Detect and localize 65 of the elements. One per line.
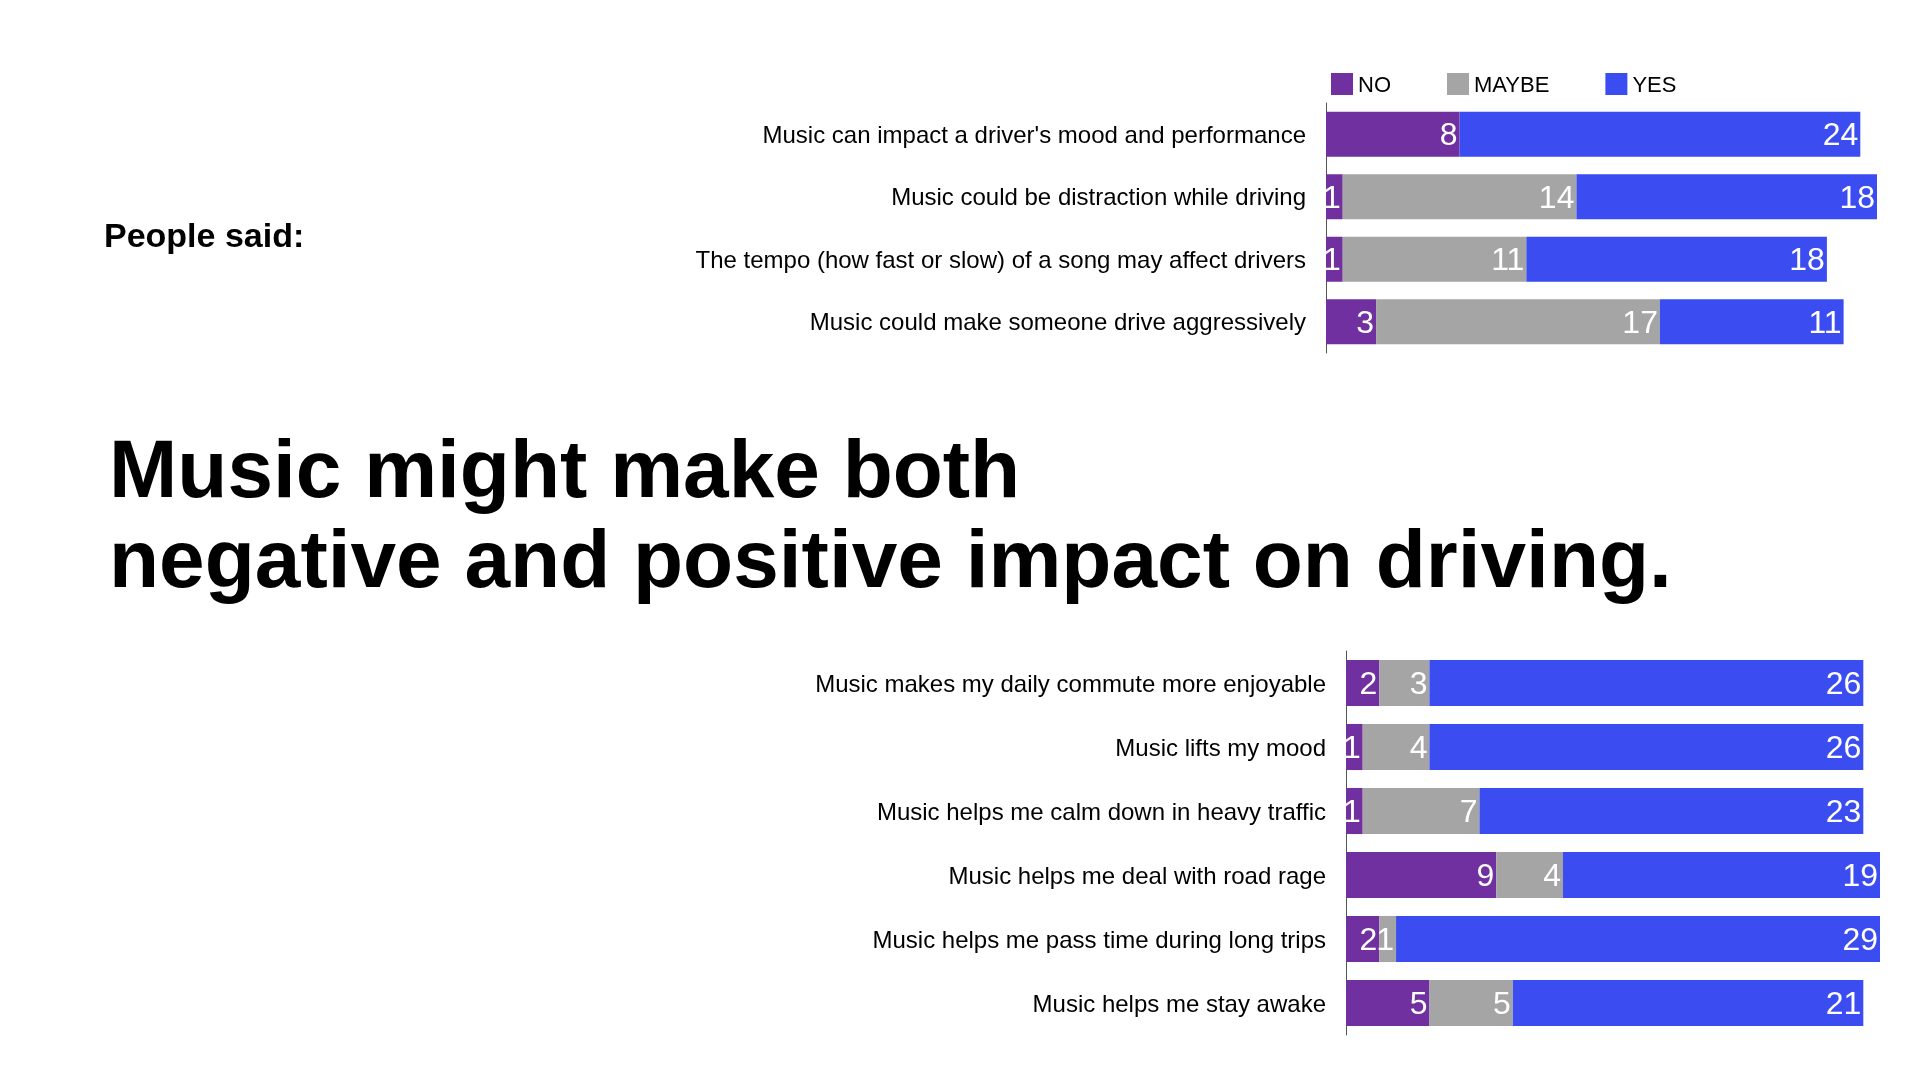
bar xyxy=(1526,236,1827,282)
bar xyxy=(1396,915,1880,963)
y-tick-label: Music could be distraction while driving xyxy=(891,183,1306,211)
y-tick-label: Music can impact a driver's mood and performance xyxy=(762,120,1306,148)
data-label: 19 xyxy=(1842,857,1878,893)
bar xyxy=(1362,787,1480,835)
data-label: 29 xyxy=(1842,921,1878,957)
data-label: 2 xyxy=(1359,921,1378,957)
y-tick-label: The tempo (how fast or slow) of a song may affect drivers xyxy=(695,245,1306,273)
bar xyxy=(1362,723,1430,771)
bar xyxy=(1376,299,1660,345)
bar xyxy=(1459,111,1861,157)
y-tick-label: Music helps me calm down in heavy traffic xyxy=(876,797,1326,825)
data-label: 24 xyxy=(1822,116,1859,153)
legend-label: MAYBE xyxy=(1474,71,1550,97)
data-label: 1 xyxy=(1322,178,1341,215)
bar xyxy=(1576,174,1877,220)
bar xyxy=(1429,723,1864,771)
bar xyxy=(1326,299,1377,345)
bar xyxy=(1429,659,1864,707)
chart-title: Music might make both negative and positive impact on driving. xyxy=(109,422,1672,604)
data-label: 5 xyxy=(1493,985,1511,1021)
data-label: 3 xyxy=(1356,303,1375,340)
bar xyxy=(1342,236,1527,282)
bar xyxy=(1379,659,1430,707)
data-label: 14 xyxy=(1538,178,1575,215)
data-label: 1 xyxy=(1322,241,1341,278)
data-label: 4 xyxy=(1543,857,1561,893)
bar xyxy=(1496,851,1563,899)
data-label: 17 xyxy=(1622,303,1658,340)
bar xyxy=(1326,111,1460,157)
data-label: 18 xyxy=(1839,178,1875,215)
y-tick-label: Music could make someone drive aggressively xyxy=(809,308,1306,336)
bar xyxy=(1659,299,1844,345)
data-label: 26 xyxy=(1825,729,1862,765)
data-label: 2 xyxy=(1359,665,1378,701)
data-label: 7 xyxy=(1459,793,1478,829)
y-tick-label: Music helps me stay awake xyxy=(1032,989,1326,1017)
data-label: 5 xyxy=(1409,985,1428,1021)
y-tick-label: Music lifts my mood xyxy=(1115,733,1326,761)
bar xyxy=(1342,174,1577,220)
text: People said: xyxy=(104,216,305,254)
bar xyxy=(1562,851,1880,899)
data-label: 1 xyxy=(1342,793,1361,829)
y-tick-label: Music makes my daily commute more enjoyable xyxy=(815,669,1326,697)
data-label: 11 xyxy=(1491,241,1525,278)
y-tick-label: Music helps me pass time during long trips xyxy=(872,925,1326,953)
data-label: 1 xyxy=(1342,729,1361,765)
bar xyxy=(1346,979,1430,1027)
data-label: 11 xyxy=(1808,303,1842,340)
data-label: 8 xyxy=(1439,116,1458,153)
bar xyxy=(1429,979,1513,1027)
data-label: 23 xyxy=(1825,793,1862,829)
data-label: 21 xyxy=(1825,985,1862,1021)
data-label: 4 xyxy=(1409,729,1428,765)
data-label: 26 xyxy=(1825,665,1862,701)
data-label: 18 xyxy=(1789,241,1825,278)
bar xyxy=(1512,979,1864,1027)
data-label: 3 xyxy=(1409,665,1428,701)
data-label: 9 xyxy=(1476,857,1495,893)
bar xyxy=(1479,787,1864,835)
bar xyxy=(1346,851,1497,899)
y-tick-label: Music helps me deal with road rage xyxy=(948,861,1326,889)
legend-label: NO xyxy=(1358,71,1391,97)
legend-label: YES xyxy=(1632,71,1677,97)
